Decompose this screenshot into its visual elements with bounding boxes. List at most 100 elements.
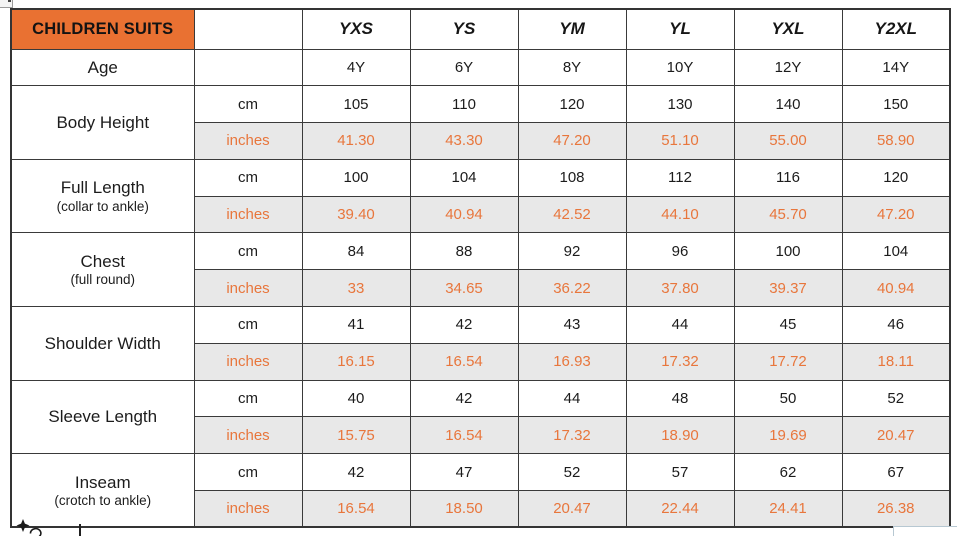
measurement-value: 18.50 [409, 490, 519, 528]
size-header-yl: YL [625, 8, 735, 50]
unit-label-inches: inches [193, 490, 303, 528]
partial-box-fragment [893, 526, 957, 536]
measurement-name: Full Length [60, 178, 145, 198]
measurement-value: 44 [625, 306, 735, 344]
measurement-value: 41.30 [301, 122, 411, 160]
size-header-yxl: YXL [733, 8, 843, 50]
age-value: 12Y [733, 48, 843, 87]
table-title: CHILDREN SUITS [10, 8, 195, 50]
measurement-value: 41 [301, 306, 411, 344]
measurement-subtitle: (collar to ankle) [56, 198, 149, 214]
measurement-value: 33 [301, 269, 411, 308]
measurement-value: 15.75 [301, 416, 411, 455]
measurement-value: 52 [841, 379, 951, 418]
unit-label-inches: inches [193, 195, 303, 234]
measurement-value: 84 [301, 232, 411, 271]
measurement-value: 50 [733, 379, 843, 418]
measurement-value: 34.65 [409, 269, 519, 308]
measurement-value: 26.38 [841, 490, 951, 528]
size-header-ys: YS [409, 8, 519, 50]
measurement-value: 39.40 [301, 195, 411, 234]
measurement-value: 51.10 [625, 122, 735, 160]
measurement-value: 44 [517, 379, 627, 418]
measurement-value: 39.37 [733, 269, 843, 308]
measurement-subtitle: (crotch to ankle) [54, 492, 152, 508]
measurement-value: 105 [301, 85, 411, 124]
measurement-name: Sleeve Length [48, 407, 158, 427]
corner-fragment-icon [0, 0, 13, 8]
measurement-value: 116 [733, 158, 843, 197]
measurement-value: 17.32 [517, 416, 627, 455]
measurement-name: Shoulder Width [44, 333, 161, 353]
measurement-name: Chest [80, 252, 125, 272]
measurement-value: 40 [301, 379, 411, 418]
measurement-subtitle: (full round) [70, 272, 136, 288]
measurement-value: 47 [409, 453, 519, 492]
measurement-value: 46 [841, 306, 951, 344]
measurement-value: 36.22 [517, 269, 627, 308]
measurement-value: 44.10 [625, 195, 735, 234]
measurement-value: 42 [301, 453, 411, 492]
measurement-name: Body Height [56, 112, 150, 132]
size-header-yxs: YXS [301, 8, 411, 50]
unit-label-inches: inches [193, 342, 303, 381]
size-header-y2xl: Y2XL [841, 8, 951, 50]
measurement-value: 45.70 [733, 195, 843, 234]
measurement-value: 20.47 [841, 416, 951, 455]
unit-label-cm: cm [193, 232, 303, 271]
row-label-full-length: Full Length (collar to ankle) [10, 158, 195, 234]
measurement-value: 57 [625, 453, 735, 492]
measurement-value: 150 [841, 85, 951, 124]
measurement-value: 16.54 [301, 490, 411, 528]
measurement-value: 112 [625, 158, 735, 197]
row-label-sleeve-length: Sleeve Length [10, 379, 195, 455]
measurement-value: 16.54 [409, 342, 519, 381]
measurement-value: 108 [517, 158, 627, 197]
row-label-chest: Chest (full round) [10, 232, 195, 308]
blank-header-cell [193, 8, 303, 50]
measurement-value: 47.20 [517, 122, 627, 160]
measurement-value: 52 [517, 453, 627, 492]
unit-label-inches: inches [193, 416, 303, 455]
measurement-value: 16.15 [301, 342, 411, 381]
measurement-value: 18.11 [841, 342, 951, 381]
measurement-value: 120 [517, 85, 627, 124]
unit-label-cm: cm [193, 85, 303, 124]
measurement-value: 17.32 [625, 342, 735, 381]
unit-label-inches: inches [193, 269, 303, 308]
measurement-value: 100 [301, 158, 411, 197]
measurement-value: 43.30 [409, 122, 519, 160]
cropped-object-fragment [79, 524, 81, 536]
row-label-inseam: Inseam (crotch to ankle) [10, 453, 195, 528]
measurement-value: 104 [409, 158, 519, 197]
measurement-value: 19.69 [733, 416, 843, 455]
measurement-value: 120 [841, 158, 951, 197]
measurement-value: 40.94 [409, 195, 519, 234]
row-label-age: Age [10, 48, 195, 87]
children-suits-size-table: CHILDREN SUITS YXS YS YM YL YXL Y2XL Age… [10, 8, 951, 529]
measurement-value: 96 [625, 232, 735, 271]
measurement-value: 55.00 [733, 122, 843, 160]
measurement-value: 104 [841, 232, 951, 271]
measurement-value: 22.44 [625, 490, 735, 528]
corner-fragment-dot [8, 0, 11, 2]
measurement-value: 47.20 [841, 195, 951, 234]
measurement-value: 67 [841, 453, 951, 492]
measurement-value: 110 [409, 85, 519, 124]
measurement-value: 40.94 [841, 269, 951, 308]
row-label-body-height: Body Height [10, 85, 195, 160]
measurement-value: 58.90 [841, 122, 951, 160]
measurement-value: 16.93 [517, 342, 627, 381]
measurement-value: 88 [409, 232, 519, 271]
measurement-value: 16.54 [409, 416, 519, 455]
age-value: 6Y [409, 48, 519, 87]
size-header-ym: YM [517, 8, 627, 50]
age-value: 8Y [517, 48, 627, 87]
measurement-value: 43 [517, 306, 627, 344]
age-value: 14Y [841, 48, 951, 87]
age-value: 4Y [301, 48, 411, 87]
row-label-shoulder-width: Shoulder Width [10, 306, 195, 381]
measurement-value: 48 [625, 379, 735, 418]
age-value: 10Y [625, 48, 735, 87]
measurement-value: 140 [733, 85, 843, 124]
